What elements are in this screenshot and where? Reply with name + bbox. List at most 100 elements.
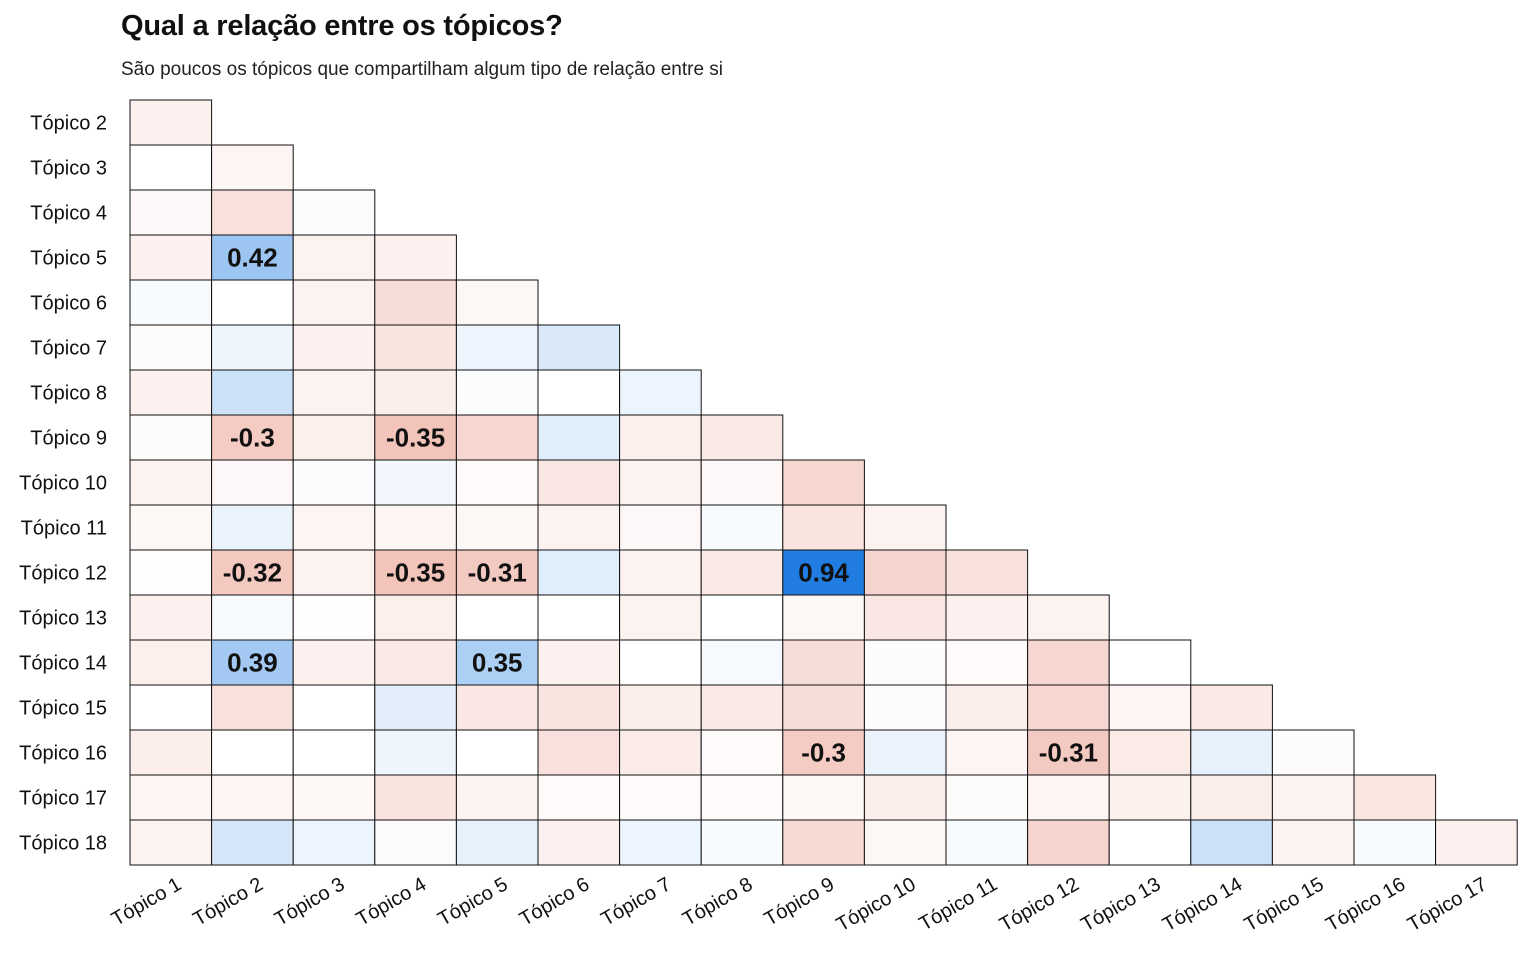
heatmap-cell	[211, 189, 294, 236]
heatmap-cell	[1108, 729, 1192, 776]
x-tick-label: Tópico 11	[916, 873, 1002, 935]
heatmap-cell	[537, 459, 621, 506]
heatmap-cell	[211, 324, 294, 371]
x-tick-label: Tópico 10	[833, 873, 920, 936]
heatmap-cell	[129, 504, 213, 551]
heatmap-cell	[619, 504, 702, 551]
heatmap-cell	[374, 594, 457, 641]
cell-value-label: -0.35	[386, 558, 445, 588]
y-tick-label: Tópico 18	[19, 833, 107, 855]
heatmap-cell	[619, 369, 702, 416]
heatmap-cell	[292, 369, 376, 416]
heatmap-cell	[863, 549, 947, 596]
heatmap-cell	[374, 279, 457, 326]
heatmap-cell	[292, 639, 376, 686]
cell-value-label: 0.35	[472, 648, 523, 678]
y-tick-label: Tópico 6	[30, 293, 107, 315]
heatmap-cell	[537, 594, 621, 641]
heatmap-cell	[292, 819, 376, 866]
heatmap-cell	[537, 324, 621, 371]
heatmap-cell	[374, 234, 457, 281]
cell-value-label: -0.35	[386, 423, 445, 453]
y-tick-label: Tópico 14	[19, 653, 107, 675]
x-tick-label: Tópico 15	[1241, 873, 1328, 936]
heatmap-cell	[619, 549, 702, 596]
heatmap-cell	[455, 684, 539, 731]
heatmap-cell	[537, 819, 621, 866]
y-tick-label: Tópico 13	[19, 608, 107, 630]
heatmap-cell	[211, 144, 294, 191]
y-tick-label: Tópico 8	[30, 383, 107, 405]
heatmap-cell	[700, 819, 784, 866]
heatmap-cell	[129, 324, 213, 371]
heatmap-cell	[455, 369, 539, 416]
x-tick-label: Tópico 9	[761, 873, 838, 930]
heatmap-cell	[945, 594, 1029, 641]
heatmap-cell	[782, 774, 865, 821]
heatmap-cell	[455, 279, 539, 326]
heatmap-cell	[782, 549, 865, 596]
x-tick-label: Tópico 7	[597, 873, 674, 930]
cell-value-label: -0.32	[223, 558, 282, 588]
heatmap-cell	[211, 684, 294, 731]
heatmap-cell	[1435, 819, 1518, 866]
heatmap-cell	[782, 594, 865, 641]
heatmap-cells	[129, 99, 1518, 866]
heatmap-cell	[292, 729, 376, 776]
heatmap-cell	[1190, 729, 1273, 776]
x-tick-label: Tópico 8	[679, 873, 756, 930]
heatmap-cell	[292, 279, 376, 326]
heatmap-cell	[945, 819, 1029, 866]
cell-value-label: 0.94	[798, 558, 849, 588]
heatmap-cell	[455, 324, 539, 371]
heatmap-cell	[700, 549, 784, 596]
heatmap-cell	[700, 594, 784, 641]
heatmap-cell	[211, 369, 294, 416]
heatmap-cell	[782, 504, 865, 551]
heatmap-cell	[782, 639, 865, 686]
heatmap-cell	[619, 414, 702, 461]
heatmap-cell	[1108, 639, 1192, 686]
heatmap-cell	[374, 414, 457, 461]
heatmap-cell	[455, 774, 539, 821]
heatmap-cell	[455, 819, 539, 866]
heatmap-cell	[945, 639, 1029, 686]
heatmap-cell	[374, 774, 457, 821]
heatmap-cell	[782, 729, 865, 776]
cell-value-label: 0.39	[227, 648, 278, 678]
heatmap-cell	[129, 144, 213, 191]
heatmap-cell	[619, 594, 702, 641]
y-tick-label: Tópico 15	[19, 698, 107, 720]
y-tick-label: Tópico 5	[30, 248, 107, 270]
x-tick-label: Tópico 6	[516, 873, 593, 930]
heatmap-cell	[374, 729, 457, 776]
heatmap-cell	[537, 774, 621, 821]
heatmap-cell	[863, 639, 947, 686]
heatmap-cell	[1353, 819, 1437, 866]
heatmap-cell	[863, 594, 947, 641]
heatmap-cell	[129, 729, 213, 776]
cell-value-label: 0.42	[227, 243, 278, 273]
heatmap-cell	[374, 504, 457, 551]
heatmap-cell	[619, 459, 702, 506]
heatmap-cell	[700, 729, 784, 776]
heatmap-cell	[129, 774, 213, 821]
cell-value-label: -0.31	[468, 558, 527, 588]
heatmap-cell	[700, 774, 784, 821]
y-tick-label: Tópico 7	[30, 338, 107, 360]
heatmap-cell	[1271, 819, 1355, 866]
heatmap-cell	[1108, 774, 1192, 821]
heatmap-cell	[129, 549, 213, 596]
x-tick-label: Tópico 12	[996, 873, 1083, 936]
chart-subtitle: São poucos os tópicos que compartilham a…	[121, 59, 724, 80]
heatmap-cell	[863, 819, 947, 866]
heatmap-cell	[863, 684, 947, 731]
heatmap-cell	[537, 369, 621, 416]
heatmap-cell	[292, 414, 376, 461]
x-tick-label: Tópico 17	[1404, 873, 1491, 936]
x-tick-label: Tópico 4	[353, 873, 430, 930]
heatmap-cell	[129, 639, 213, 686]
heatmap-cell	[619, 774, 702, 821]
heatmap-cell	[1271, 729, 1355, 776]
